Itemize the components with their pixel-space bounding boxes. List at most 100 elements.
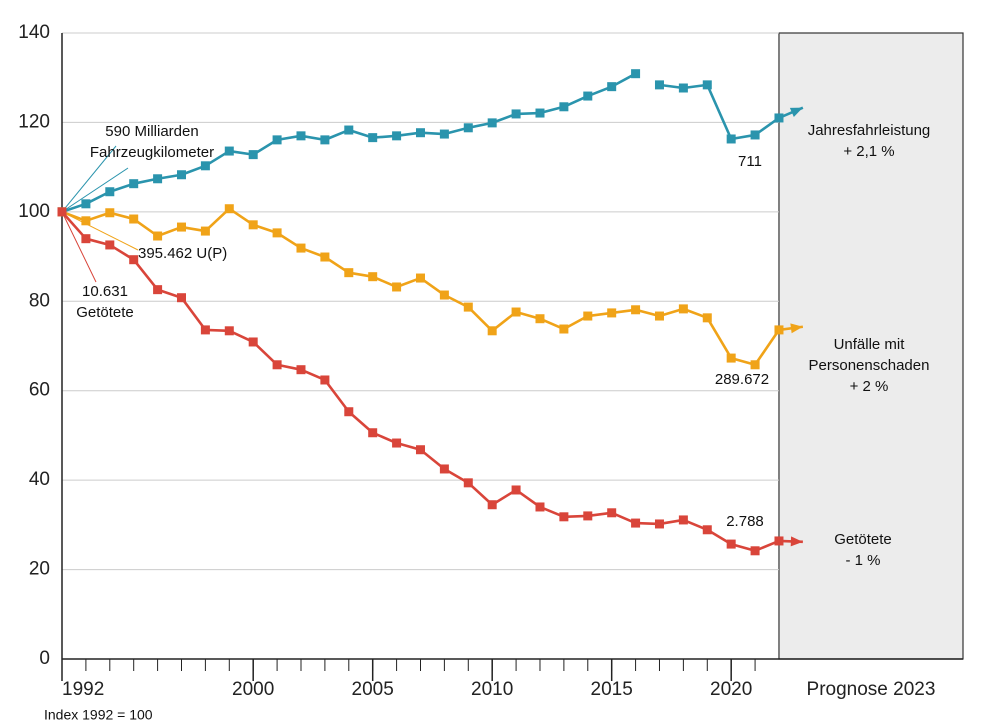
marker [415,273,425,283]
marker [463,478,473,488]
marker [535,314,545,324]
annotation: + 2,1 % [843,143,894,160]
marker [320,375,330,385]
marker [774,325,784,335]
annotation: 2.788 [726,513,764,530]
annotation: + 2 % [850,378,889,395]
marker [702,313,712,323]
marker [296,243,306,253]
marker [607,308,617,318]
annotation: 395.462 U(P) [138,245,227,262]
marker [129,179,139,189]
marker [726,134,736,144]
marker [272,360,282,370]
marker [774,536,784,546]
marker [702,525,712,535]
annotation: Personenschaden [809,357,930,374]
marker [678,304,688,314]
prognosis-area [778,32,964,660]
marker [559,102,569,112]
marker [511,307,521,317]
marker [726,353,736,363]
pointer-line [61,211,139,251]
annotation: Getötete [834,531,892,548]
marker [654,311,664,321]
marker [105,187,115,197]
marker [344,268,354,278]
marker [583,91,593,101]
marker [105,240,115,250]
marker [487,326,497,336]
marker [750,130,760,140]
marker [296,365,306,375]
marker [392,131,402,141]
marker [439,290,449,300]
marker [726,539,736,549]
marker [153,285,163,295]
prognosis-label: Prognose 2023 [807,679,936,700]
marker [439,464,449,474]
marker [153,231,163,241]
pointer-line [61,145,117,213]
footnote: Index 1992 = 100 [44,707,153,723]
y-tick-label: 120 [18,111,50,132]
pointer-line [61,167,129,213]
marker [200,226,210,236]
marker [129,214,139,224]
annotation: Jahresfahrleistung [808,122,931,139]
marker [463,123,473,133]
marker [224,146,234,156]
annotation: Getötete [76,304,134,321]
marker [81,234,91,244]
marker [583,311,593,321]
series-line [61,207,804,367]
pointer-line [61,211,97,283]
marker [272,135,282,145]
marker [583,511,593,521]
y-tick-label: 40 [29,469,50,490]
marker [678,515,688,525]
marker [678,83,688,93]
marker [224,204,234,214]
marker [368,133,378,143]
marker [200,161,210,171]
y-tick-label: 0 [39,648,50,669]
y-tick-label: 20 [29,559,50,580]
arrow-head [790,536,803,547]
marker [248,150,258,160]
marker [415,445,425,455]
annotation: 10.631 [82,283,128,300]
marker [654,80,664,90]
marker [81,199,91,209]
marker [702,80,712,90]
marker [487,118,497,128]
marker [750,546,760,556]
marker [176,293,186,303]
marker [607,508,617,518]
series-line [61,72,637,214]
x-tick-label: 2005 [352,679,394,700]
marker [559,324,569,334]
marker [153,174,163,184]
marker [535,502,545,512]
marker [631,305,641,315]
marker [248,337,258,347]
annotation: 590 Milliarden [105,123,198,140]
marker [81,216,91,226]
marker [296,131,306,141]
x-tick-label: 2000 [232,679,274,700]
marker [511,485,521,495]
annotation: Unfälle mit [834,336,906,353]
y-tick-label: 140 [18,22,50,43]
marker [105,208,115,218]
marker [439,129,449,139]
marker [368,428,378,438]
y-tick-label: 80 [29,290,50,311]
marker [320,252,330,262]
marker [344,125,354,135]
annotation: Fahrzeugkilometer [90,144,214,161]
marker [57,207,67,217]
marker [224,326,234,336]
series-line [61,210,803,553]
